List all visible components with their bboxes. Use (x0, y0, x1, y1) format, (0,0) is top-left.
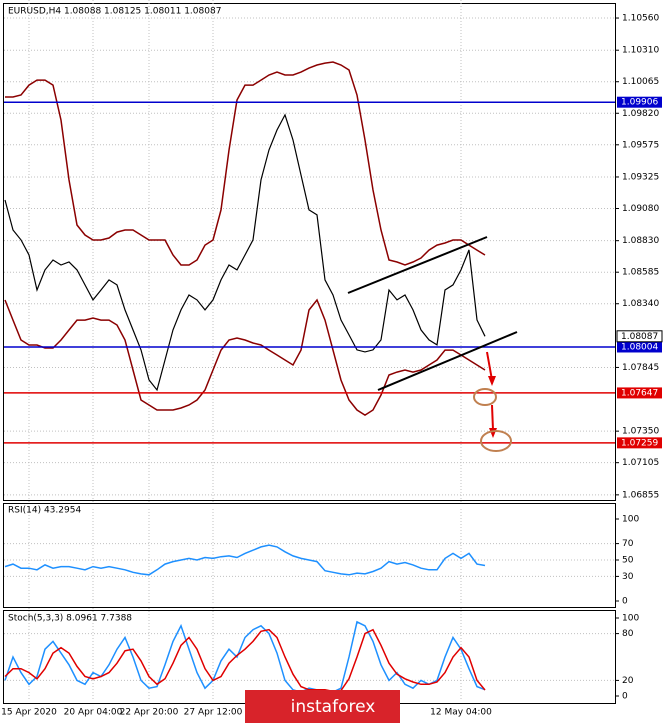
level-label: 1.08004 (621, 342, 658, 352)
series-line (4, 544, 486, 576)
watermark-box (245, 690, 400, 723)
y-tick-label: 100 (622, 614, 639, 624)
y-tick-label: 1.06855 (622, 490, 659, 500)
x-tick-label: 15 Apr 2020 (1, 708, 57, 718)
level-box (617, 96, 662, 108)
circle-mark (473, 388, 497, 406)
y-tick-label: 1.10560 (622, 14, 659, 24)
channel-bottom (377, 331, 518, 391)
rsi-panel (3, 503, 616, 608)
arrow (491, 404, 494, 431)
y-tick-label: 100 (622, 515, 639, 525)
series-line (4, 628, 486, 693)
x-tick-label: 20 Apr 04:00 (64, 708, 123, 718)
annotations (347, 236, 518, 452)
y-tick-label: 50 (622, 556, 634, 566)
level-box (617, 341, 662, 353)
y-tick-label: 1.08340 (622, 299, 659, 309)
y-tick-label: 0 (622, 597, 628, 607)
last-price-box (616, 330, 663, 343)
y-tick-label: 1.09325 (622, 172, 659, 182)
y-tick-label: 70 (622, 539, 634, 549)
x-tick-label: 22 Apr 20:00 (120, 708, 179, 718)
y-tick-label: 1.09575 (622, 140, 659, 150)
arrow (486, 351, 493, 381)
level-label: 1.07259 (621, 438, 658, 448)
y-tick-label: 1.09820 (622, 109, 659, 119)
level-label: 1.07647 (621, 388, 658, 398)
rsi-title: RSI(14) 43.2954 (8, 506, 81, 516)
watermark: instaforex (291, 697, 376, 717)
y-tick-label: 20 (622, 676, 634, 686)
y-tick-label: 1.10065 (622, 77, 659, 87)
x-tick-label: 27 Apr 12:00 (184, 708, 243, 718)
x-tick-label: 12 May 04:00 (430, 708, 492, 718)
y-tick-label: 1.08585 (622, 268, 659, 278)
series-line (4, 620, 486, 693)
y-tick-label: 0 (622, 692, 628, 702)
channel-top (347, 236, 488, 294)
stoch-title: Stoch(5,3,3) 8.0961 7.7388 (8, 614, 132, 624)
y-tick-label: 30 (622, 572, 634, 582)
main-panel (3, 3, 616, 501)
last-price-label: 1.08087 (621, 332, 658, 342)
y-tick-label: 1.07845 (622, 363, 659, 373)
level-label: 1.09906 (621, 98, 658, 108)
level-box (617, 437, 662, 449)
y-tick-label: 80 (622, 629, 634, 639)
series-line (5, 61, 486, 266)
circle-mark (480, 430, 512, 452)
y-tick-label: 1.10310 (622, 46, 659, 56)
level-box (617, 387, 662, 399)
y-tick-label: 1.07350 (622, 427, 659, 437)
chart-title: EURUSD,H4 1.08088 1.08125 1.08011 1.0808… (8, 7, 221, 17)
arrow-head (488, 376, 496, 386)
y-tick-label: 1.07105 (622, 458, 659, 468)
y-tick-label: 1.09080 (622, 204, 659, 214)
y-tick-label: 1.08830 (622, 236, 659, 246)
series-line (4, 113, 486, 392)
series-line (4, 298, 486, 416)
